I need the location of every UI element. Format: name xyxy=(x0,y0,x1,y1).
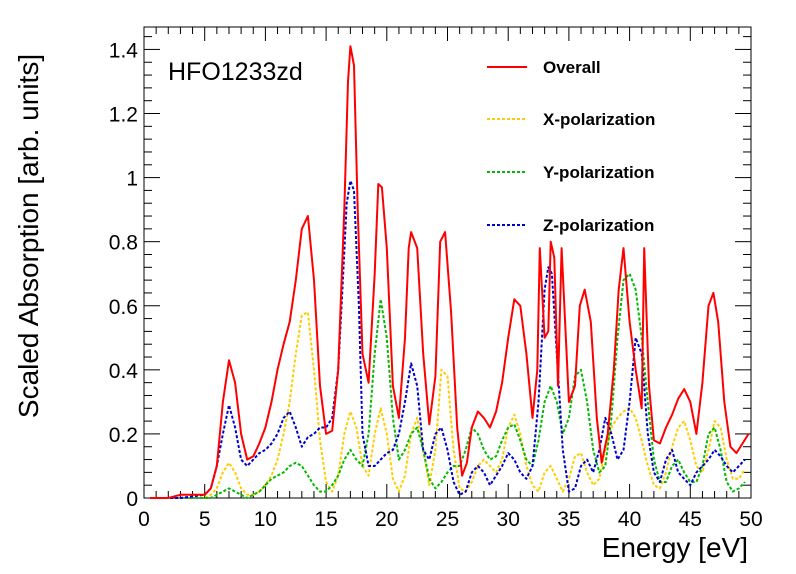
y-tick-label: 0.8 xyxy=(109,232,138,255)
sample-annotation: HFO1233zd xyxy=(168,58,303,86)
legend-label-y-polarization: Y-polarization xyxy=(543,163,654,182)
x-tick-label: 50 xyxy=(739,508,762,531)
x-tick-label: 5 xyxy=(199,508,211,531)
legend-label-z-polarization: Z-polarization xyxy=(543,216,654,235)
legend: Overall X-polarization Y-polarization Z-… xyxy=(487,58,655,235)
x-tick-label: 25 xyxy=(436,508,459,531)
y-tick-label: 1 xyxy=(126,168,138,191)
y-tick-label: 1.4 xyxy=(109,39,139,62)
x-tick-label: 15 xyxy=(314,508,337,531)
x-tick-label: 35 xyxy=(557,508,580,531)
series-line-y-polarization xyxy=(150,272,746,499)
y-axis-title: Scaled Absorption [arb. units] xyxy=(13,54,44,418)
x-tick-label: 20 xyxy=(375,508,398,531)
y-tick-label: 1.2 xyxy=(109,104,138,127)
series-line-x-polarization xyxy=(150,311,746,499)
x-tick-label: 0 xyxy=(138,508,150,531)
y-tick-label: 0 xyxy=(126,488,138,511)
y-tick-label: 0.6 xyxy=(109,296,138,319)
axis-ticks: 0 5 10 15 20 25 30 35 40 45 50 0 0.2 0.4 0.6 0.8 1 1.2 1.4 xyxy=(109,27,763,531)
series-line-z-polarization xyxy=(150,179,746,499)
y-tick-label: 0.4 xyxy=(109,360,139,383)
series-line-overall xyxy=(150,45,750,499)
legend-label-overall: Overall xyxy=(543,58,601,77)
series-layer xyxy=(150,45,750,499)
x-tick-label: 30 xyxy=(497,508,520,531)
x-axis-title: Energy [eV] xyxy=(602,532,748,563)
legend-label-x-polarization: X-polarization xyxy=(543,110,655,129)
x-tick-label: 10 xyxy=(254,508,277,531)
x-tick-label: 45 xyxy=(679,508,702,531)
x-tick-label: 40 xyxy=(618,508,641,531)
y-tick-label: 0.2 xyxy=(109,424,138,447)
